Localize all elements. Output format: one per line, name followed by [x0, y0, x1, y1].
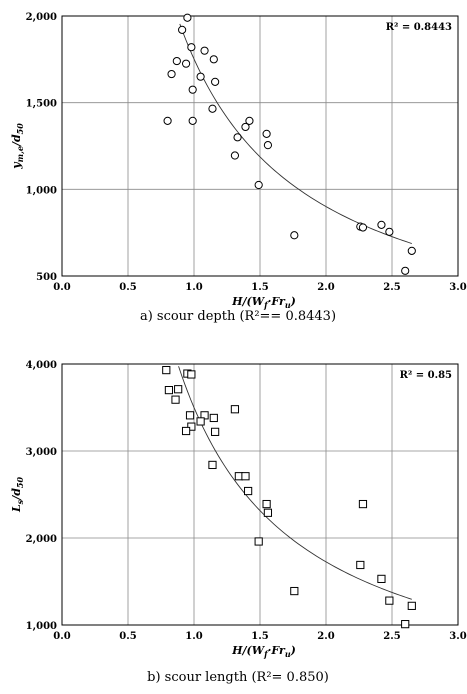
data-point	[377, 220, 386, 229]
data-point	[358, 499, 368, 509]
y-tick-label: 2,000	[26, 534, 57, 545]
data-point	[401, 266, 410, 275]
data-point	[200, 46, 209, 55]
data-point	[356, 560, 365, 570]
data-point	[385, 596, 394, 605]
data-point	[185, 411, 195, 420]
data-point	[181, 59, 191, 68]
data-point	[211, 77, 220, 86]
data-point	[183, 13, 192, 22]
x-tick-label: 3.0	[449, 631, 466, 642]
data-point	[172, 56, 181, 66]
data-point	[230, 151, 240, 160]
chart-b: 0.0 0.5 1.0 1.5 2.0 2.5 3.0 1,000 2,000 3,000 4,00…	[10, 360, 467, 685]
y-axis-label: Ls/d50	[10, 477, 25, 514]
y-tick-label: 1,000	[26, 185, 57, 196]
x-tick-label: 0.0	[53, 631, 70, 642]
data-point	[208, 460, 217, 470]
x-tick-label: 0.5	[119, 282, 136, 293]
plot-frame	[61, 363, 459, 626]
data-point	[188, 85, 197, 94]
x-tick-label: 1.5	[251, 631, 268, 642]
data-point	[196, 417, 205, 426]
x-tick-label: 2.0	[317, 282, 334, 293]
data-point	[181, 426, 191, 436]
data-point	[290, 231, 299, 240]
data-point	[208, 104, 217, 113]
y-tick-label: 3,000	[26, 447, 57, 458]
x-tick-label: 0.5	[119, 631, 136, 642]
x-tick-label: 2.5	[383, 282, 400, 293]
data-point	[263, 508, 273, 517]
data-point	[254, 537, 263, 546]
data-point	[187, 43, 196, 52]
data-point	[401, 620, 410, 629]
chart-a: 0.0 0.5 1.0 1.5 2.0 2.5 3.0 500 1,000 1,500 2,000 R…	[10, 12, 467, 324]
data-point	[233, 133, 242, 142]
data-point	[241, 122, 250, 132]
x-tick-label: 0.0	[53, 282, 70, 293]
data-point	[196, 72, 205, 81]
data-point	[164, 386, 174, 395]
data-point	[174, 385, 183, 394]
data-point	[241, 472, 250, 481]
data-point	[358, 223, 368, 232]
r-squared-annotation: R² = 0.8443	[386, 22, 452, 33]
y-tick-label: 1,000	[26, 621, 57, 632]
r-squared-annotation: R² = 0.85	[400, 370, 452, 381]
data-point	[188, 116, 197, 125]
x-tick-label: 1.0	[185, 282, 202, 293]
data-point	[290, 586, 299, 596]
data-point	[211, 427, 220, 436]
data-point	[377, 574, 386, 583]
y-tick-label: 1,500	[26, 99, 57, 110]
figure-caption: a) scour depth (R²== 0.8443)	[140, 309, 336, 324]
data-point	[187, 422, 196, 431]
x-tick-label: 3.0	[449, 282, 466, 293]
data-point	[385, 227, 394, 236]
data-point	[167, 69, 176, 79]
trendline	[179, 23, 412, 244]
data-point	[209, 55, 218, 64]
data-point	[244, 486, 253, 496]
data-point	[171, 395, 180, 404]
data-point	[262, 129, 271, 138]
data-point	[163, 116, 172, 125]
data-point	[254, 180, 263, 190]
y-axis-label: ym,e/d50	[10, 123, 25, 170]
figure-caption: b) scour length (R²= 0.850)	[147, 670, 329, 685]
x-axis-label: H/(Wf·Fru)	[231, 644, 296, 659]
x-axis-label: H/(Wf·Fru)	[231, 295, 296, 310]
y-tick-label: 2,000	[26, 12, 57, 23]
data-point	[162, 365, 171, 375]
trendline	[178, 366, 412, 600]
data-point	[187, 370, 196, 379]
plot-frame	[61, 15, 459, 277]
x-tick-label: 2.5	[383, 631, 400, 642]
data-point	[245, 116, 254, 125]
data-point	[407, 601, 416, 610]
y-tick-label: 500	[36, 272, 57, 283]
x-tick-label: 1.0	[185, 631, 202, 642]
data-point	[209, 413, 218, 423]
data-point	[263, 141, 273, 150]
data-point	[230, 405, 240, 414]
x-tick-label: 2.0	[317, 631, 334, 642]
x-tick-label: 1.5	[251, 282, 268, 293]
data-point	[262, 499, 271, 509]
data-point	[178, 25, 187, 34]
y-tick-label: 4,000	[26, 360, 57, 371]
data-point	[407, 246, 416, 255]
